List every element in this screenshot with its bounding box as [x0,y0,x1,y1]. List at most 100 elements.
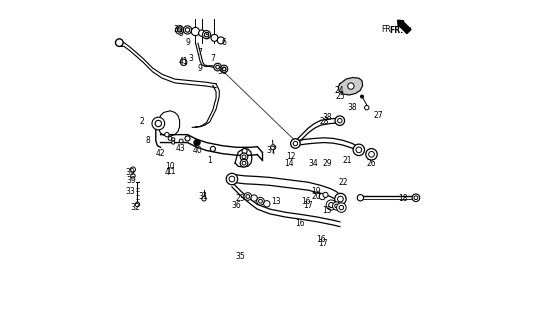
Text: 2: 2 [139,117,144,126]
Circle shape [184,26,192,34]
Circle shape [323,192,328,197]
Circle shape [364,105,369,110]
Text: 17: 17 [319,239,328,248]
Circle shape [326,200,336,210]
Circle shape [211,146,215,151]
Text: 25: 25 [336,92,345,101]
Circle shape [185,28,190,32]
Text: 28: 28 [319,117,329,126]
Text: FR.: FR. [389,26,403,35]
Text: 9: 9 [185,38,190,47]
Circle shape [293,141,298,146]
Text: 42: 42 [156,149,165,158]
Text: 14: 14 [284,159,294,168]
Circle shape [199,30,205,36]
Text: 7: 7 [211,54,215,63]
Circle shape [180,59,187,66]
Circle shape [335,116,345,125]
Circle shape [244,193,252,200]
Text: 1: 1 [207,156,212,164]
Circle shape [242,148,247,154]
Text: 30: 30 [218,67,227,76]
Text: 29: 29 [322,159,332,168]
Text: 33: 33 [125,187,134,196]
Text: 34: 34 [308,159,318,168]
Text: 10: 10 [165,162,175,171]
Circle shape [259,199,262,203]
Circle shape [242,155,246,159]
Circle shape [131,174,135,178]
Circle shape [202,31,211,39]
Text: FR.: FR. [381,25,393,35]
Text: 37: 37 [267,146,276,155]
Text: 20: 20 [312,192,321,201]
Circle shape [338,118,342,123]
Text: 5: 5 [204,32,209,41]
Circle shape [204,32,209,37]
Circle shape [216,65,220,69]
Circle shape [176,26,184,34]
Circle shape [291,139,300,148]
Text: 41: 41 [179,57,188,66]
Circle shape [246,195,249,198]
Circle shape [319,193,326,200]
Text: 9: 9 [198,63,202,73]
Circle shape [217,37,224,44]
Circle shape [226,173,238,185]
Text: 18: 18 [399,194,408,203]
Circle shape [360,95,363,98]
Circle shape [214,63,221,71]
Text: 19: 19 [311,187,321,196]
Circle shape [165,132,169,137]
Circle shape [353,144,365,156]
Circle shape [329,203,334,208]
Circle shape [155,120,161,127]
Circle shape [191,28,200,36]
FancyArrow shape [397,20,411,34]
Text: 22: 22 [338,178,348,187]
Circle shape [185,136,190,141]
Text: 8: 8 [145,136,150,146]
Text: 43: 43 [176,144,185,153]
Text: 38: 38 [322,113,332,122]
Text: 30: 30 [173,25,183,35]
Text: 40: 40 [192,146,202,155]
Polygon shape [338,77,363,95]
Circle shape [414,196,418,200]
Circle shape [172,141,175,144]
Circle shape [242,161,246,165]
Text: 11: 11 [166,167,176,176]
Text: 24: 24 [335,86,345,95]
Text: 7: 7 [198,48,202,57]
Circle shape [194,140,200,146]
Circle shape [131,167,136,172]
Text: 16: 16 [302,197,311,206]
Text: 39: 39 [125,168,134,177]
Circle shape [168,137,172,140]
Circle shape [348,83,354,89]
Circle shape [338,196,343,202]
Text: 17: 17 [303,202,313,211]
Text: 21: 21 [343,156,353,164]
Circle shape [229,176,235,182]
Circle shape [357,195,363,201]
Text: 26: 26 [367,159,376,168]
Text: 38: 38 [348,103,357,112]
Circle shape [271,145,276,150]
Circle shape [179,139,183,143]
Circle shape [211,34,218,41]
Circle shape [240,159,248,167]
Circle shape [264,201,270,207]
Text: 15: 15 [322,206,332,215]
Circle shape [333,202,341,210]
Circle shape [222,67,226,71]
Text: 27: 27 [373,111,383,120]
Text: 12: 12 [286,152,295,161]
Circle shape [335,204,339,208]
Circle shape [339,205,343,210]
Text: 32: 32 [130,203,140,212]
Circle shape [356,147,362,153]
Text: 16: 16 [295,219,305,228]
Text: 31: 31 [199,192,208,201]
Text: 16: 16 [316,235,326,244]
